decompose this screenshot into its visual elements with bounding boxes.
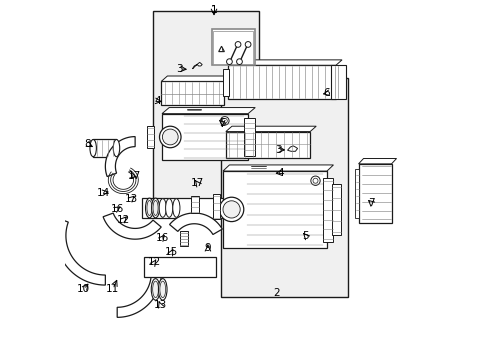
Circle shape	[222, 118, 227, 123]
Text: 13: 13	[153, 300, 166, 310]
Text: 10: 10	[77, 284, 90, 294]
Text: 3: 3	[275, 144, 281, 154]
Polygon shape	[169, 213, 222, 234]
Text: 7: 7	[368, 198, 374, 208]
Bar	[332, 184, 341, 234]
Bar	[223, 171, 326, 248]
Bar	[221, 78, 348, 297]
Text: 3: 3	[176, 64, 183, 74]
Ellipse shape	[152, 281, 158, 298]
Ellipse shape	[153, 201, 158, 216]
Ellipse shape	[165, 199, 172, 217]
Polygon shape	[287, 146, 297, 151]
Ellipse shape	[159, 199, 166, 217]
Bar	[358, 164, 391, 223]
Polygon shape	[162, 108, 255, 114]
Ellipse shape	[172, 199, 180, 217]
Bar	[212, 31, 253, 64]
Bar	[354, 169, 359, 218]
Bar	[191, 196, 199, 213]
Text: 12: 12	[117, 215, 130, 225]
Polygon shape	[223, 165, 333, 171]
Circle shape	[220, 117, 228, 125]
Polygon shape	[218, 46, 224, 51]
Bar	[322, 178, 333, 242]
Circle shape	[244, 41, 250, 47]
Ellipse shape	[160, 281, 165, 298]
Bar	[212, 194, 220, 220]
Text: 5: 5	[302, 231, 308, 240]
Circle shape	[312, 178, 317, 183]
Ellipse shape	[113, 139, 120, 157]
Text: 13: 13	[124, 194, 138, 204]
Circle shape	[226, 59, 232, 64]
Bar	[223, 69, 229, 96]
Polygon shape	[161, 76, 230, 81]
Text: 4: 4	[277, 168, 283, 178]
Text: 17: 17	[190, 178, 203, 188]
Bar	[144, 257, 215, 277]
Text: 2: 2	[273, 288, 280, 298]
Bar	[225, 132, 309, 158]
Bar	[211, 30, 254, 65]
Ellipse shape	[147, 201, 152, 216]
Text: 17: 17	[127, 171, 141, 181]
Circle shape	[219, 197, 244, 222]
Text: 12: 12	[147, 257, 161, 267]
Text: 11: 11	[106, 284, 119, 294]
Ellipse shape	[151, 279, 160, 300]
Circle shape	[236, 59, 242, 64]
Bar	[93, 139, 116, 157]
Bar	[330, 65, 345, 99]
Polygon shape	[105, 136, 135, 176]
Polygon shape	[228, 60, 341, 65]
Polygon shape	[103, 213, 161, 239]
Circle shape	[223, 201, 240, 218]
Polygon shape	[192, 62, 202, 69]
Ellipse shape	[151, 198, 159, 218]
Bar	[228, 65, 335, 99]
Polygon shape	[56, 219, 105, 285]
Text: 1: 1	[210, 5, 217, 15]
Bar	[142, 198, 223, 218]
Bar	[162, 114, 247, 160]
Circle shape	[310, 176, 320, 185]
Bar	[153, 12, 258, 203]
Circle shape	[235, 41, 241, 47]
Text: 16: 16	[110, 204, 123, 214]
Circle shape	[159, 126, 181, 148]
Text: 4: 4	[154, 96, 161, 106]
Text: 1: 1	[210, 5, 217, 15]
Text: 15: 15	[165, 247, 178, 257]
Text: 16: 16	[155, 233, 168, 243]
Ellipse shape	[145, 198, 153, 218]
Text: 6: 6	[323, 88, 329, 98]
Text: 14: 14	[97, 188, 110, 198]
Bar	[244, 118, 255, 156]
Circle shape	[162, 129, 178, 145]
Text: 8: 8	[84, 139, 91, 149]
Ellipse shape	[158, 279, 167, 300]
Bar	[180, 231, 187, 246]
Polygon shape	[225, 126, 316, 132]
Bar	[147, 126, 154, 148]
Ellipse shape	[90, 139, 96, 157]
Polygon shape	[358, 158, 396, 164]
Text: 9: 9	[204, 243, 211, 253]
Bar	[161, 81, 224, 105]
Text: 5: 5	[219, 118, 225, 128]
Polygon shape	[117, 273, 161, 318]
